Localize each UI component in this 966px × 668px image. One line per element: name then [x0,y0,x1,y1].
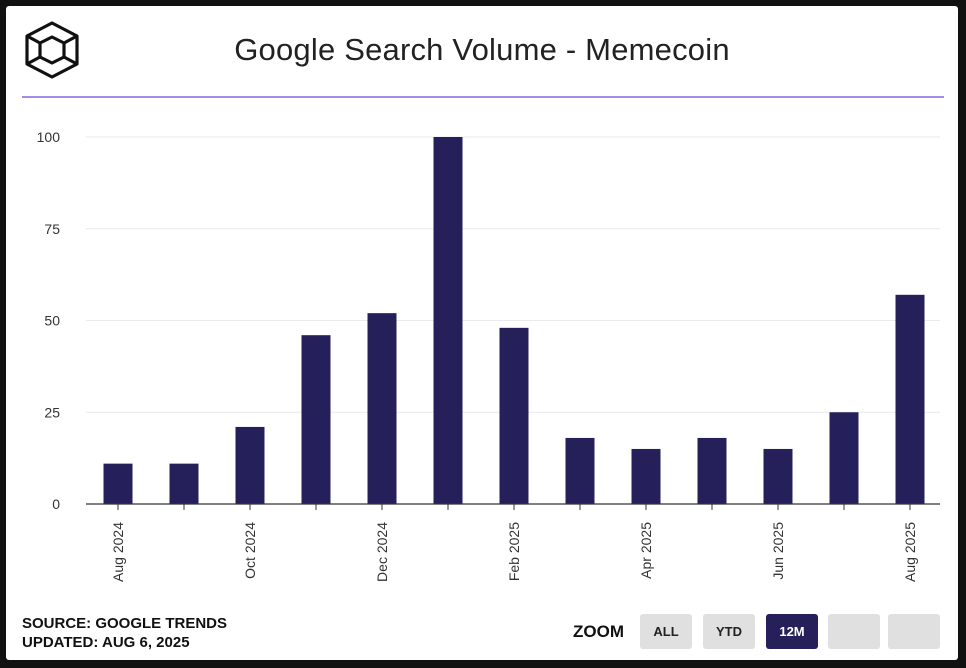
bar [565,437,595,504]
source-note: SOURCE: GOOGLE TRENDS UPDATED: AUG 6, 20… [22,614,227,652]
x-tick-label: Jun 2025 [770,522,786,580]
source-text: SOURCE: GOOGLE TRENDS [22,615,228,632]
bar [169,463,199,504]
x-tick-label: Oct 2024 [242,522,258,579]
x-tick-label: Aug 2025 [902,522,918,582]
zoom-blank-button-2[interactable] [888,614,940,649]
updated-text: UPDATED: AUG 6, 2025 [22,634,190,651]
bar [433,137,463,504]
bar [697,437,727,504]
zoom-12m-button[interactable]: 12M [766,614,818,649]
y-tick-label: 100 [37,129,61,145]
title-divider [22,96,944,98]
bar [895,294,925,504]
bar [631,448,661,504]
bar [367,313,397,504]
zoom-blank-button-1[interactable] [828,614,880,649]
y-tick-label: 25 [44,404,60,420]
chart-card: Google Search Volume - Memecoin 0 25 50 75 1… [6,6,958,660]
bar [235,426,265,504]
x-tick-label: Apr 2025 [638,522,654,579]
chart-title: Google Search Volume - Memecoin [234,32,730,67]
cube-logo-icon [25,21,79,79]
bar [829,412,859,504]
zoom-label: ZOOM [573,622,624,641]
bar [499,327,529,504]
x-tick-label: Feb 2025 [506,522,522,581]
bar [301,335,331,504]
bar [103,463,133,504]
y-tick-label: 0 [52,496,60,512]
bar-chart: 0 25 50 75 100 Aug 2024 Oct 2024 Dec 2024 Feb 20… [37,129,940,582]
x-tick-label: Aug 2024 [110,522,126,582]
bar [763,448,793,504]
y-tick-label: 75 [44,221,60,237]
zoom-ytd-button[interactable]: YTD [703,614,755,649]
y-tick-label: 50 [44,313,60,329]
zoom-all-button[interactable]: ALL [640,614,692,649]
x-tick-label: Dec 2024 [374,522,390,582]
